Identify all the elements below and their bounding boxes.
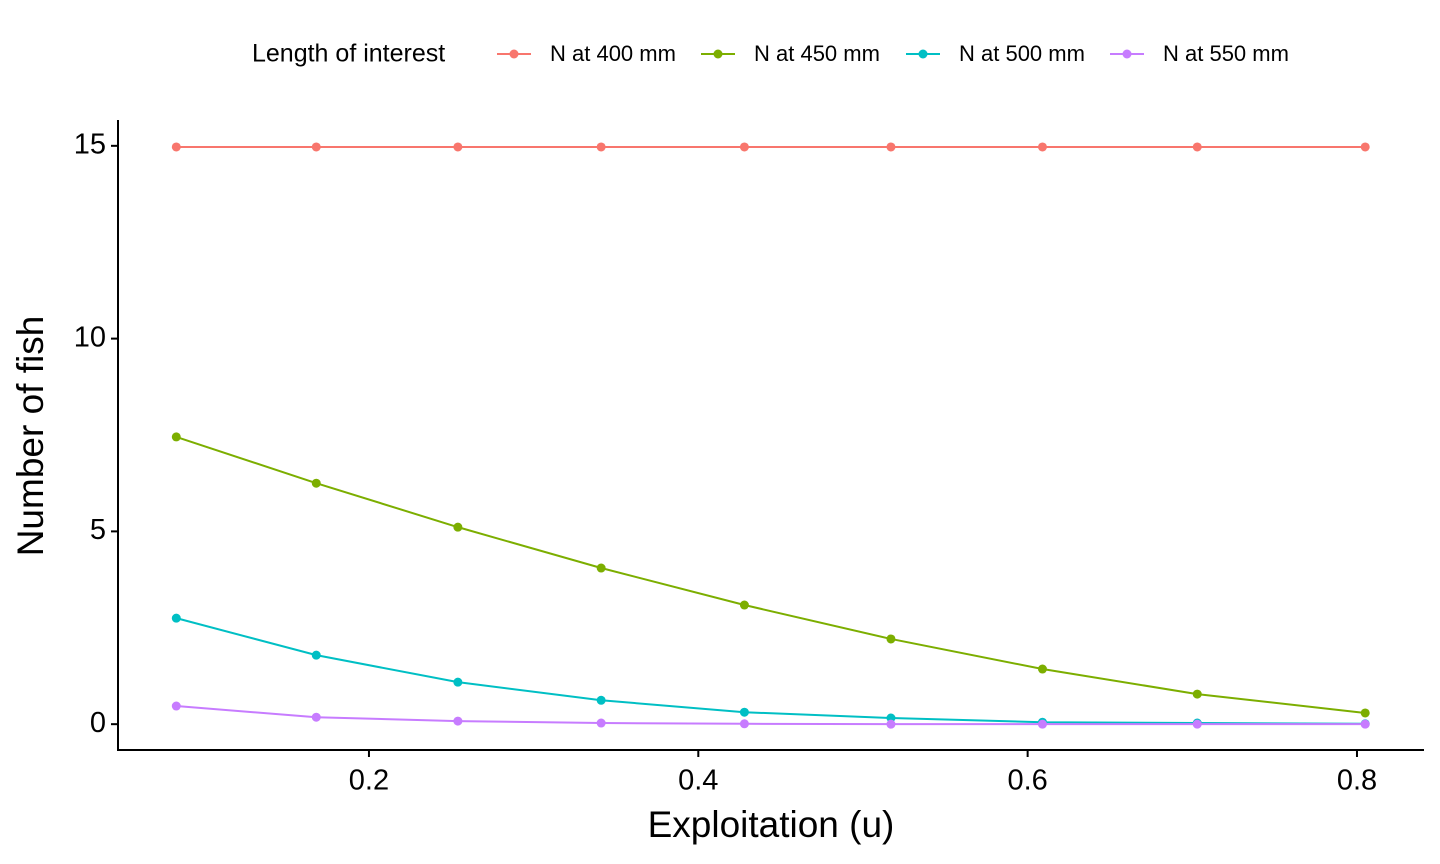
data-point bbox=[171, 142, 181, 152]
data-point bbox=[1360, 719, 1370, 729]
data-point bbox=[739, 600, 749, 610]
x-tick-label: 0.2 bbox=[349, 765, 389, 797]
y-tick-label: 15 bbox=[74, 128, 106, 160]
data-point bbox=[1037, 719, 1047, 729]
y-tick-label: 5 bbox=[90, 514, 106, 546]
series-line bbox=[176, 705, 1366, 726]
data-point bbox=[171, 613, 181, 623]
series-line bbox=[176, 617, 1366, 725]
data-point bbox=[596, 695, 606, 705]
data-point bbox=[1037, 664, 1047, 674]
data-point bbox=[596, 563, 606, 573]
data-point bbox=[886, 719, 896, 729]
data-point bbox=[171, 701, 181, 711]
data-point bbox=[886, 634, 896, 644]
legend-title: Length of interest bbox=[252, 40, 445, 68]
legend-label: N at 500 mm bbox=[959, 41, 1085, 66]
y-tick-label: 10 bbox=[74, 321, 106, 353]
x-tick-label: 0.6 bbox=[1007, 765, 1047, 797]
legend-label: N at 450 mm bbox=[754, 41, 880, 66]
data-point bbox=[739, 142, 749, 152]
data-point bbox=[596, 718, 606, 728]
data-point bbox=[739, 707, 749, 717]
data-point bbox=[1037, 142, 1047, 152]
data-point bbox=[453, 142, 463, 152]
x-tick-label: 0.4 bbox=[678, 765, 718, 797]
data-point bbox=[453, 677, 463, 687]
legend-label: N at 400 mm bbox=[550, 41, 676, 66]
legend-key-dot bbox=[918, 49, 928, 59]
data-point bbox=[1192, 689, 1202, 699]
data-point bbox=[886, 713, 896, 723]
legend-key-dot bbox=[509, 49, 519, 59]
data-point bbox=[171, 432, 181, 442]
data-point bbox=[311, 712, 321, 722]
legend-key-dot bbox=[1122, 49, 1132, 59]
data-point bbox=[596, 142, 606, 152]
data-point bbox=[453, 716, 463, 726]
x-tick-label: 0.8 bbox=[1337, 765, 1377, 797]
data-point bbox=[1360, 142, 1370, 152]
data-point bbox=[311, 478, 321, 488]
data-point bbox=[311, 650, 321, 660]
data-point bbox=[886, 142, 896, 152]
y-tick-label: 0 bbox=[90, 707, 106, 739]
legend-label: N at 550 mm bbox=[1163, 41, 1289, 66]
data-point bbox=[1192, 719, 1202, 729]
legend-key-dot bbox=[713, 49, 723, 59]
data-point bbox=[739, 719, 749, 729]
data-point bbox=[311, 142, 321, 152]
series-line bbox=[175, 435, 1366, 714]
data-point bbox=[1360, 708, 1370, 718]
y-axis-title: Number of fish bbox=[10, 316, 51, 557]
data-point bbox=[1192, 142, 1202, 152]
x-axis-title: Exploitation (u) bbox=[648, 804, 895, 845]
data-point bbox=[453, 522, 463, 532]
